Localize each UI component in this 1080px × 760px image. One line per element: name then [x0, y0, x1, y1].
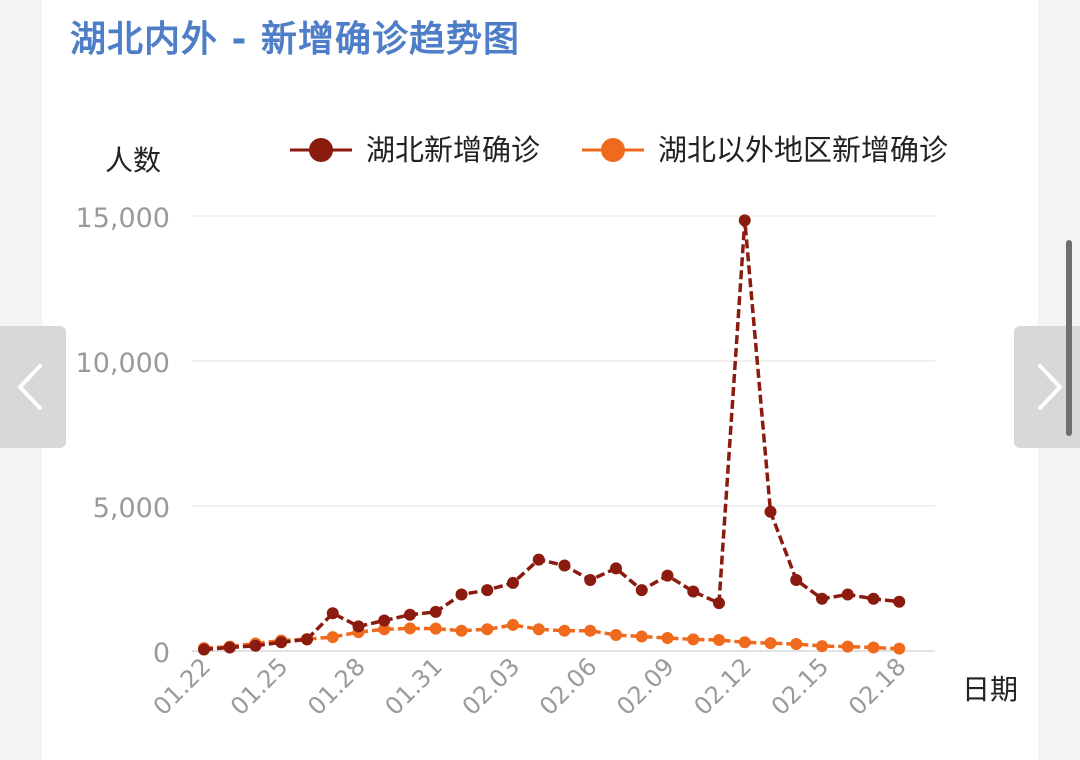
data-point [816, 640, 828, 653]
x-tick-label: 02.06 [534, 652, 602, 720]
data-point [610, 629, 622, 642]
series-line [203, 218, 900, 652]
data-point [532, 623, 545, 636]
data-point [532, 553, 545, 566]
x-tick-label: 01.28 [302, 652, 370, 720]
data-point [661, 631, 674, 644]
data-point [429, 605, 442, 618]
y-tick-label: 10,000 [76, 348, 170, 379]
data-point [326, 607, 339, 620]
x-axis-label: 日期 [962, 673, 1018, 706]
data-point [635, 630, 648, 643]
data-point [507, 618, 519, 631]
data-point [687, 633, 700, 646]
chevron-right-icon [1038, 364, 1062, 410]
x-tick-label: 02.03 [457, 652, 525, 720]
x-tick-label: 01.25 [225, 652, 293, 720]
data-point [816, 592, 828, 605]
data-point [455, 624, 468, 637]
data-point [584, 573, 597, 586]
scrollbar[interactable] [1066, 240, 1072, 436]
data-point [558, 624, 571, 637]
legend-label[interactable]: 湖北新增确诊 [366, 133, 540, 167]
data-point [275, 636, 288, 649]
data-point [558, 559, 571, 572]
data-point [687, 585, 700, 598]
data-point [198, 643, 210, 656]
data-point [841, 588, 854, 601]
data-point [429, 622, 442, 635]
y-tick-label: 5,000 [93, 493, 170, 524]
data-point [326, 631, 339, 644]
data-point [893, 595, 906, 608]
legend-label[interactable]: 湖北以外地区新增确诊 [658, 133, 948, 167]
data-point [481, 584, 494, 597]
data-point [841, 640, 854, 653]
data-point [738, 214, 751, 227]
data-point [378, 614, 391, 627]
y-tick-label: 0 [153, 638, 170, 669]
data-point [584, 624, 597, 637]
data-point [404, 622, 416, 635]
data-point [713, 633, 725, 646]
data-point [610, 562, 622, 575]
data-point [867, 641, 880, 654]
data-point [867, 592, 880, 605]
x-tick-label: 02.15 [766, 652, 834, 720]
data-point [764, 505, 777, 518]
y-axis-label: 人数 [105, 144, 161, 177]
data-point [635, 584, 648, 597]
data-point [790, 573, 803, 586]
data-point [507, 576, 519, 589]
data-point [455, 588, 468, 601]
data-point [352, 620, 365, 633]
data-point [764, 637, 777, 650]
x-tick-label: 02.18 [843, 652, 911, 720]
data-point [404, 608, 416, 621]
page-title: 湖北内外 - 新增确诊趋势图 [70, 19, 521, 60]
data-point [301, 633, 313, 646]
data-point [661, 569, 674, 582]
data-point [481, 623, 494, 636]
x-tick-label: 02.09 [611, 652, 679, 720]
data-point [738, 636, 751, 649]
legend-marker [309, 138, 333, 162]
legend-marker [601, 138, 625, 162]
chevron-left-icon [18, 364, 42, 410]
data-point [790, 638, 803, 651]
data-point [223, 641, 236, 654]
x-tick-label: 02.12 [689, 652, 757, 720]
data-point [378, 623, 391, 636]
data-point [893, 642, 906, 655]
x-tick-label: 01.31 [380, 652, 448, 720]
prev-button[interactable] [0, 326, 66, 448]
data-point [713, 597, 725, 610]
data-point [249, 639, 262, 652]
y-tick-label: 15,000 [76, 203, 170, 234]
